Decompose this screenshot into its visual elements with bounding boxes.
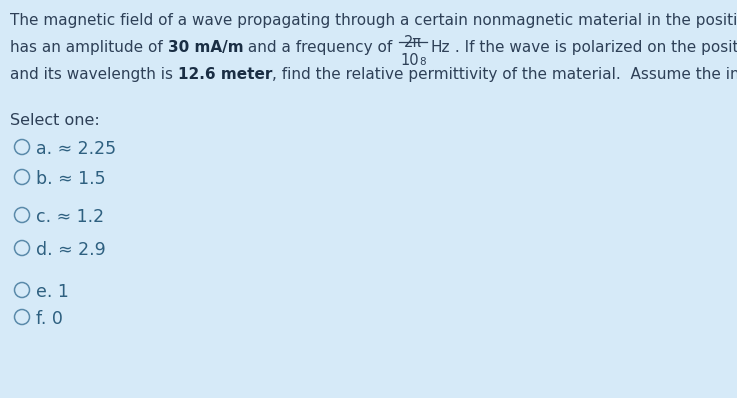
Text: Select one:: Select one: bbox=[10, 113, 99, 128]
Text: 10: 10 bbox=[400, 53, 419, 68]
Text: has an amplitude of: has an amplitude of bbox=[10, 40, 167, 55]
Text: and a frequency of: and a frequency of bbox=[243, 40, 397, 55]
Text: 30 mA/m: 30 mA/m bbox=[167, 40, 243, 55]
Text: c. ≈ 1.2: c. ≈ 1.2 bbox=[36, 208, 104, 226]
Text: d. ≈ 2.9: d. ≈ 2.9 bbox=[36, 241, 105, 259]
Text: 12.6 meter: 12.6 meter bbox=[178, 67, 272, 82]
Text: 2π: 2π bbox=[404, 35, 422, 50]
Text: e. 1: e. 1 bbox=[36, 283, 69, 301]
Text: Hz: Hz bbox=[430, 40, 450, 55]
Text: and its wavelength is: and its wavelength is bbox=[10, 67, 178, 82]
Text: 8: 8 bbox=[419, 57, 426, 67]
Text: f. 0: f. 0 bbox=[36, 310, 63, 328]
Text: a. ≈ 2.25: a. ≈ 2.25 bbox=[36, 140, 116, 158]
Text: The magnetic field of a wave propagating through a certain nonmagnetic material : The magnetic field of a wave propagating… bbox=[10, 13, 737, 28]
Text: . If the wave is polarized on the positive: . If the wave is polarized on the positi… bbox=[450, 40, 737, 55]
Text: b. ≈ 1.5: b. ≈ 1.5 bbox=[36, 170, 105, 188]
Text: , find the relative permittivity of the material.  Assume the initial phase is 0: , find the relative permittivity of the … bbox=[272, 67, 737, 82]
